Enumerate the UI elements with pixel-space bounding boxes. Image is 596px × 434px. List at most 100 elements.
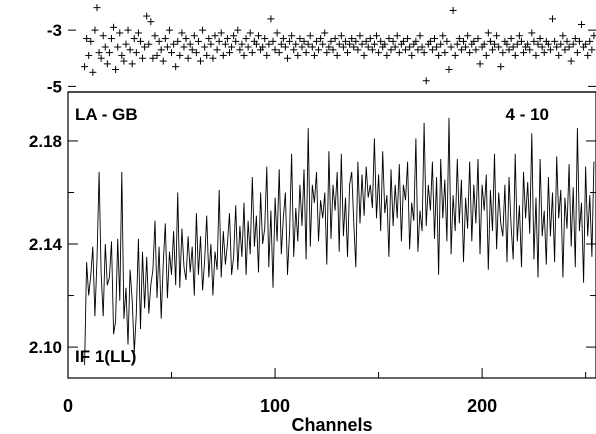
phase-point	[296, 35, 304, 43]
phase-point	[124, 26, 132, 34]
phase-point	[497, 63, 505, 71]
phase-point	[462, 43, 470, 51]
phase-point	[528, 29, 536, 37]
phase-point	[112, 66, 120, 73]
phase-point	[277, 40, 285, 48]
phase-point	[571, 35, 579, 43]
phase-point	[466, 49, 474, 57]
phase-point	[426, 37, 434, 45]
phase-points	[81, 4, 596, 85]
phase-point	[215, 37, 223, 45]
phase-point	[565, 43, 573, 51]
phase-point	[81, 63, 89, 71]
phase-point	[524, 40, 532, 48]
phase-point	[395, 49, 403, 57]
phase-point	[165, 26, 173, 34]
phase-point	[414, 46, 422, 54]
phase-point	[232, 37, 240, 45]
phase-point	[416, 32, 424, 40]
phase-point	[240, 51, 248, 59]
phase-point	[538, 43, 546, 51]
phase-y-tick-label: -3	[47, 21, 62, 40]
phase-point	[302, 49, 310, 57]
phase-point	[486, 37, 494, 45]
phase-point	[145, 40, 153, 48]
phase-point	[310, 51, 318, 59]
phase-point	[329, 46, 337, 54]
phase-point	[323, 49, 331, 57]
phase-point	[503, 40, 511, 48]
phase-point	[346, 40, 354, 48]
phase-point	[114, 43, 122, 51]
phase-point	[180, 43, 188, 51]
phase-point	[586, 37, 594, 45]
phase-point	[511, 51, 519, 59]
phase-point	[339, 43, 347, 51]
phase-point	[505, 46, 513, 54]
phase-point	[391, 43, 399, 51]
phase-point	[517, 37, 525, 45]
phase-point	[254, 32, 262, 40]
phase-point	[319, 40, 327, 48]
phase-point	[149, 54, 157, 62]
phase-point	[128, 60, 136, 68]
phase-point	[105, 49, 113, 57]
phase-point	[582, 40, 590, 48]
phase-point	[364, 43, 372, 51]
phase-point	[559, 32, 567, 40]
phase-point	[269, 37, 277, 45]
phase-point	[275, 49, 283, 57]
phase-point	[157, 46, 165, 54]
phase-point	[575, 37, 583, 45]
phase-point	[549, 15, 557, 23]
phase-point	[362, 37, 370, 45]
amp-y-tick-label: 2.18	[29, 132, 62, 151]
phase-point	[366, 35, 374, 43]
phase-point	[360, 51, 368, 59]
phase-point	[290, 46, 298, 54]
if-label: IF 1(LL)	[75, 347, 136, 366]
phase-point	[484, 29, 492, 37]
phase-point	[213, 46, 221, 54]
phase-point	[428, 46, 436, 54]
phase-point	[223, 35, 231, 43]
phase-point	[480, 40, 488, 48]
phase-point	[211, 32, 219, 40]
phase-point	[182, 35, 190, 43]
phase-point	[513, 40, 521, 48]
phase-point	[561, 46, 569, 54]
phase-point	[418, 43, 426, 51]
phase-point	[281, 43, 289, 51]
phase-point	[163, 43, 171, 51]
phase-point	[509, 43, 517, 51]
phase-point	[192, 49, 200, 57]
phase-point	[352, 37, 360, 45]
phase-point	[118, 51, 126, 59]
phase-point	[91, 26, 99, 34]
phase-point	[292, 40, 300, 48]
phase-point	[553, 43, 561, 51]
phase-point	[327, 37, 335, 45]
phase-point	[584, 51, 592, 59]
phase-point	[344, 49, 352, 57]
phase-y-tick-label: -5	[47, 77, 62, 96]
phase-point	[493, 32, 501, 40]
phase-point	[300, 37, 308, 45]
phase-point	[203, 51, 211, 59]
phase-point	[433, 43, 441, 51]
phase-point	[358, 40, 366, 48]
phase-point	[116, 29, 124, 37]
phase-point	[590, 32, 596, 40]
phase-point	[273, 29, 281, 37]
phase-point	[354, 46, 362, 54]
phase-point	[399, 37, 407, 45]
phase-point	[532, 51, 540, 59]
phase-point	[435, 51, 443, 59]
phase-point	[199, 26, 207, 34]
time-range-label: 4 - 10	[506, 105, 549, 124]
phase-point	[455, 35, 463, 43]
phase-point	[402, 46, 410, 54]
phase-point	[368, 46, 376, 54]
amp-x-tick-label: 0	[63, 396, 73, 416]
